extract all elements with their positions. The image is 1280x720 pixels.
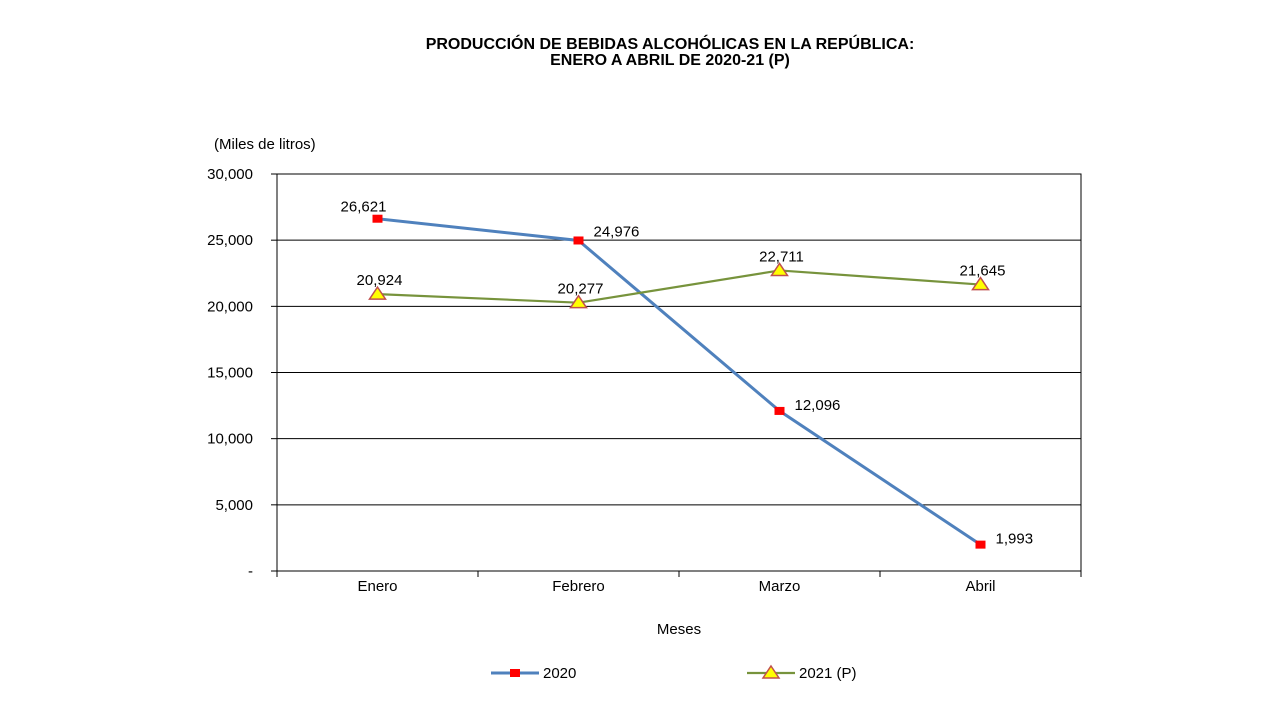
y-tick-label: - [248, 563, 253, 580]
data-point-marker [569, 294, 588, 309]
y-tick-label: 5,000 [215, 497, 253, 514]
data-label: 21,645 [960, 263, 1006, 280]
chart-subtitle: ENERO A ABRIL DE 2020-21 (P) [550, 52, 790, 69]
legend-marker-0 [510, 669, 520, 677]
data-point-marker [774, 406, 785, 415]
y-tick-label: 10,000 [207, 431, 253, 448]
y-axis-label: (Miles de litros) [214, 136, 316, 153]
legend-marker-1 [761, 664, 781, 679]
y-tick-label: 30,000 [207, 166, 253, 183]
data-label: 1,993 [996, 531, 1034, 548]
x-tick-label: Enero [357, 578, 397, 595]
y-tick-label: 25,000 [207, 232, 253, 249]
legend-label-0: 2020 [543, 665, 576, 682]
y-tick-label: 20,000 [207, 298, 253, 315]
data-label: 20,277 [558, 281, 604, 298]
series-line-0 [377, 217, 982, 546]
data-point-marker [971, 276, 990, 291]
x-tick-label: Abril [965, 578, 995, 595]
chart-title-line1: PRODUCCIÓN DE BEBIDAS ALCOHÓLICAS EN LA … [425, 36, 915, 53]
data-label: 12,096 [795, 397, 841, 414]
x-tick-label: Marzo [759, 578, 801, 595]
data-point-marker [770, 262, 789, 277]
legend-label-1: 2021 (P) [799, 665, 857, 682]
data-point-marker [573, 236, 584, 245]
data-label: 26,621 [341, 199, 387, 216]
data-point-marker [975, 540, 986, 549]
data-label: 22,711 [759, 248, 804, 265]
series-line-1 [377, 269, 981, 304]
data-label: 24,976 [594, 223, 640, 240]
data-point-marker [368, 285, 387, 300]
x-tick-label: Febrero [552, 578, 605, 595]
chart-title: PRODUCCIÓN DE BEBIDAS ALCOHÓLICAS EN LA … [0, 37, 1280, 69]
x-axis-label: Meses [657, 621, 701, 638]
y-tick-label: 15,000 [207, 365, 253, 382]
data-point-marker [372, 214, 383, 223]
data-label: 20,924 [357, 272, 403, 289]
